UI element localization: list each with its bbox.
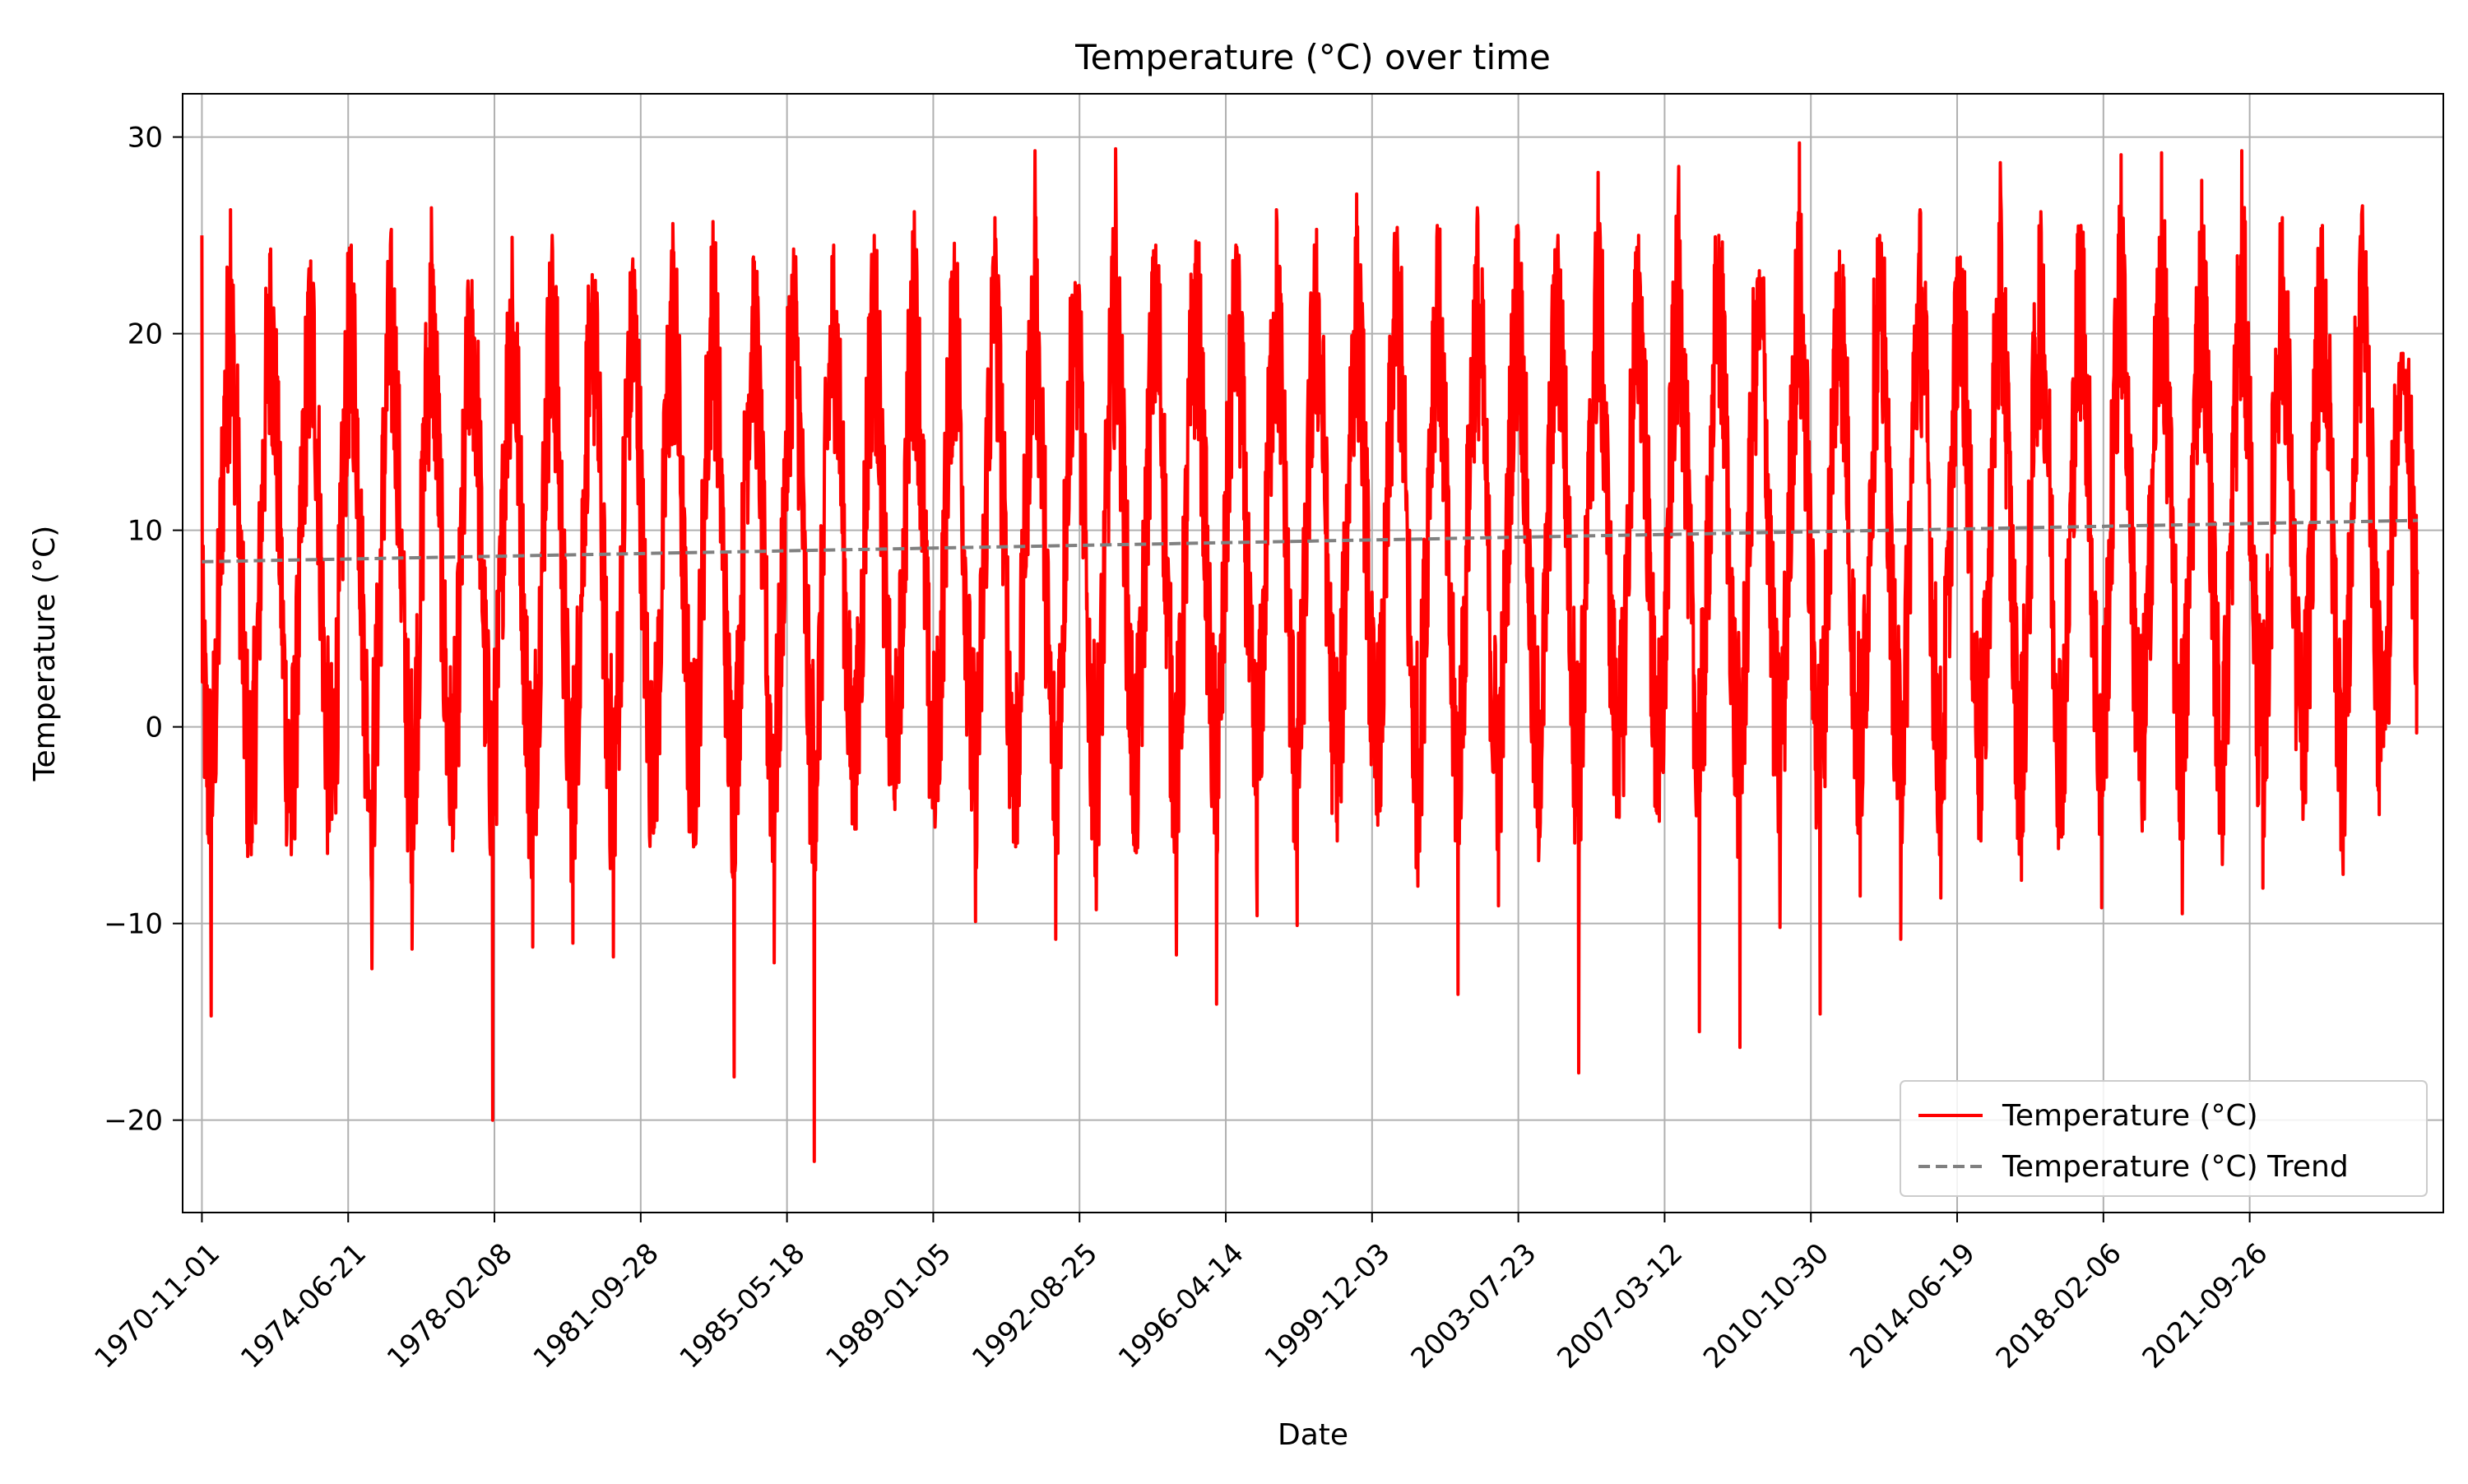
y-tick-label: −10 — [104, 908, 163, 941]
plot-area-border — [182, 93, 2444, 1213]
y-tick-label: 30 — [128, 122, 163, 155]
x-axis-label: Date — [1278, 1418, 1348, 1452]
legend: Temperature (°C) Temperature (°C) Trend — [1900, 1080, 2428, 1197]
legend-label-temperature: Temperature (°C) — [2002, 1099, 2258, 1133]
y-tick-label: 0 — [145, 712, 163, 744]
y-axis-label: Temperature (°C) — [28, 526, 62, 782]
y-tick-label: −20 — [104, 1105, 163, 1138]
axes-frame — [182, 93, 2444, 1213]
y-tick-label: 20 — [128, 318, 163, 351]
temperature-series-line — [200, 141, 2419, 1163]
legend-label-trend: Temperature (°C) Trend — [2002, 1150, 2349, 1184]
chart-title: Temperature (°C) over time — [1074, 37, 1551, 77]
series-layer — [200, 141, 2419, 1163]
y-tick-label: 10 — [128, 515, 163, 548]
legend-box — [1900, 1080, 2428, 1197]
trend-series-line — [202, 518, 2418, 563]
